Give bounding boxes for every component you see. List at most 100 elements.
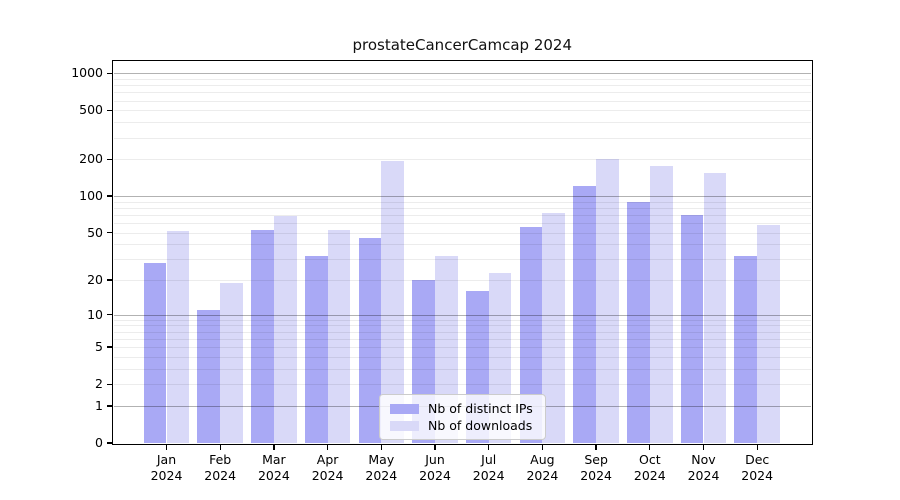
y-tick-label: 2 [95, 376, 103, 392]
x-tick-label-feb: Feb 2024 [190, 452, 250, 484]
x-tick-label-dec: Dec 2024 [727, 452, 787, 484]
y-tick-mark [107, 231, 112, 234]
y-tick-label: 10 [87, 306, 103, 322]
x-tick-mark [219, 444, 221, 450]
gridline-major [113, 73, 811, 75]
x-tick-month: Jul [481, 452, 497, 467]
y-tick-mark [107, 313, 112, 316]
y-tick-mark [107, 405, 112, 407]
x-tick-year: 2024 [419, 468, 451, 483]
x-tick-year: 2024 [311, 468, 344, 483]
x-tick-year: 2024 [150, 468, 183, 483]
x-tick-label-may: May 2024 [351, 452, 411, 484]
gridline-minor [113, 244, 811, 246]
y-tick-mark [107, 158, 112, 160]
y-tick-mark [107, 72, 112, 74]
gridline-minor [113, 347, 811, 349]
gridline-minor [113, 338, 811, 340]
bar-downloads-Sep [596, 159, 619, 443]
x-tick-month: May [368, 452, 395, 467]
gridline-minor [113, 159, 811, 161]
chart-title: prostateCancerCamcap 2024 [352, 36, 573, 54]
gridline-minor [113, 137, 811, 139]
gridline-minor [113, 78, 811, 80]
gridline-major [113, 314, 811, 316]
bar-downloads-Apr [327, 229, 351, 443]
x-tick-label-sep: Sep 2024 [566, 452, 626, 484]
y-tick-mark [107, 279, 112, 281]
gridline-minor [113, 92, 811, 94]
y-tick-label: 0 [95, 435, 103, 450]
y-tick-mark [107, 195, 112, 197]
x-tick-mark [649, 444, 651, 450]
x-tick-mark [380, 444, 382, 450]
gridline-minor [113, 280, 811, 282]
x-tick-label-oct: Oct 2024 [620, 452, 680, 484]
gridline-minor [113, 331, 811, 333]
gridline-minor [113, 207, 811, 209]
gridline-minor [113, 232, 811, 234]
legend-item-distinct-ips: Nb of distinct IPs [390, 400, 535, 417]
bar-downloads-Aug [542, 213, 566, 443]
bar-downloads-May [381, 160, 405, 443]
gridline-minor [113, 214, 811, 216]
x-tick-month: Feb [209, 452, 232, 467]
x-tick-month: Aug [530, 452, 555, 467]
x-tick-month: Nov [691, 452, 716, 467]
x-tick-year: 2024 [526, 468, 559, 483]
x-tick-mark [165, 444, 168, 450]
gridline-minor [113, 85, 811, 87]
x-tick-label-jun: Jun 2024 [405, 452, 465, 484]
y-tick-label: 1000 [71, 65, 103, 81]
x-tick-year: 2024 [257, 468, 290, 483]
x-tick-month: Jun [425, 452, 445, 467]
x-tick-year: 2024 [741, 468, 774, 483]
x-tick-year: 2024 [204, 468, 237, 483]
x-tick-month: Mar [262, 452, 286, 467]
bar-downloads-Mar [273, 216, 297, 443]
x-tick-month: Apr [316, 452, 339, 467]
x-tick-label-jul: Jul 2024 [459, 452, 519, 484]
gridline-minor [113, 201, 811, 203]
y-tick-mark [107, 383, 112, 385]
x-tick-label-aug: Aug 2024 [512, 452, 572, 484]
bar-ips-Oct [627, 202, 650, 443]
bar-ips-May [358, 238, 382, 443]
x-tick-year: 2024 [633, 468, 666, 483]
bar-ips-Feb [197, 310, 221, 443]
legend-item-downloads: Nb of downloads [390, 417, 535, 434]
legend-label-ips: Nb of distinct IPs [428, 401, 533, 416]
y-tick-mark [107, 109, 112, 112]
x-tick-mark [541, 444, 544, 450]
bar-ips-Apr [304, 255, 328, 443]
bar-downloads-Feb [220, 282, 243, 443]
x-tick-month: Sep [584, 452, 608, 467]
legend-swatch-ips [390, 403, 419, 414]
bar-downloads-Dec [757, 224, 780, 443]
x-tick-month: Oct [638, 452, 661, 467]
legend-label-downloads: Nb of downloads [428, 418, 533, 433]
bar-ips-Jan [143, 262, 167, 443]
y-tick-label: 100 [79, 188, 103, 204]
gridline-minor [113, 122, 811, 124]
x-tick-label-mar: Mar 2024 [244, 452, 304, 484]
x-tick-label-apr: Apr 2024 [298, 452, 358, 484]
gridline-minor [113, 259, 811, 261]
gridline-minor [113, 368, 811, 370]
y-tick-label: 20 [87, 272, 103, 288]
bar-downloads-Oct [649, 166, 673, 443]
gridline-minor [113, 100, 811, 102]
gridline-minor [113, 356, 811, 358]
legend: Nb of distinct IPs Nb of downloads [379, 394, 546, 440]
x-tick-mark [595, 444, 597, 450]
x-tick-mark [326, 444, 329, 450]
x-tick-mark [702, 444, 705, 450]
gridline-minor [113, 384, 811, 386]
y-tick-label: 1 [95, 397, 103, 413]
y-tick-label: 200 [79, 151, 103, 167]
y-tick-label: 5 [95, 339, 103, 355]
bar-downloads-Jan [166, 230, 190, 443]
y-tick-label: 500 [79, 102, 103, 118]
bar-ips-Nov [680, 214, 704, 443]
